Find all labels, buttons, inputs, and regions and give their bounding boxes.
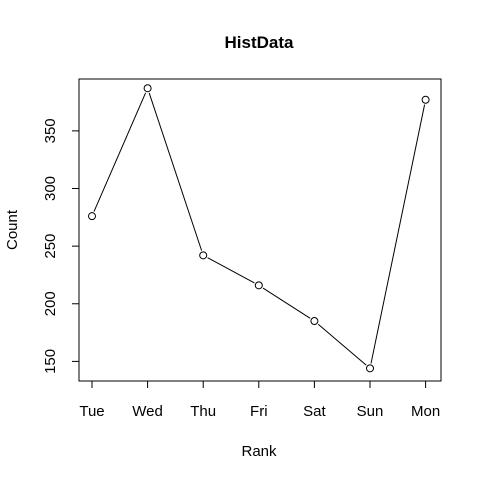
data-point	[310, 317, 319, 326]
x-tick-label: Wed	[132, 403, 163, 420]
data-point	[366, 364, 374, 373]
x-tick-label: Thu	[190, 403, 216, 420]
x-axis: Tue Wed Thu Fri Sat Sun Mon	[79, 380, 440, 420]
y-tick-label: 300	[42, 176, 59, 201]
data-point	[254, 281, 263, 290]
line-segment	[317, 323, 367, 366]
y-tick-label: 250	[42, 234, 59, 259]
y-tick-label: 200	[42, 291, 59, 316]
x-tick-label: Mon	[411, 403, 440, 420]
x-tick-label: Sun	[357, 403, 384, 420]
x-tick-label: Sat	[303, 403, 326, 420]
data-point	[143, 84, 152, 93]
line-segment	[148, 92, 203, 251]
y-tick-label: 350	[42, 118, 59, 143]
data-series	[88, 84, 430, 373]
data-point	[88, 212, 96, 221]
line-segment	[262, 287, 311, 319]
x-tick-label: Fri	[250, 403, 268, 420]
x-tick-label: Tue	[79, 403, 104, 420]
line-segment	[370, 104, 426, 364]
x-axis-label: Rank	[241, 443, 277, 460]
line-segment	[93, 92, 147, 212]
data-point	[421, 95, 430, 104]
line-segment	[207, 257, 255, 284]
data-point	[199, 251, 208, 260]
y-axis-label: Count	[4, 209, 21, 250]
plot-frame	[78, 78, 442, 382]
y-tick-label: 150	[42, 349, 59, 374]
chart-title: HistData	[225, 33, 295, 52]
y-axis: 150 200 250 300 350	[42, 118, 80, 374]
